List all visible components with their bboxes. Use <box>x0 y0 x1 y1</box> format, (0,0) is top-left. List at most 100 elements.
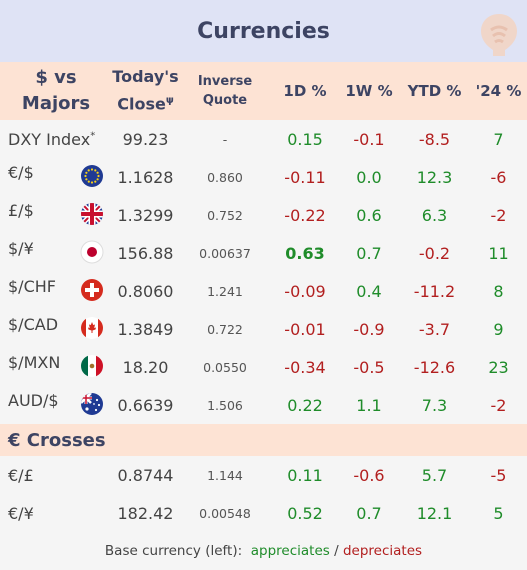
table-row: €/$ 1.1628 0.860 -0.11 0.0 12.3 -6 <box>0 158 527 196</box>
legend-appreciates: appreciates <box>250 543 330 559</box>
close-cell: 182.42 <box>117 503 174 523</box>
crosses-title: € Crosses <box>8 429 106 451</box>
legend-footer: Base currency (left): appreciates / depr… <box>104 543 423 559</box>
inverse-cell: 1.144 <box>207 467 243 483</box>
crosses-section-row: € Crosses <box>0 424 527 456</box>
inverse-cell: 0.860 <box>207 169 243 185</box>
change-2024-cell: 11 <box>488 243 509 263</box>
change-1w-cell: -0.6 <box>353 465 385 485</box>
change-1d-cell: 0.63 <box>285 243 325 263</box>
table-row: AUD/$ 0.6639 1.506 0.22 1.1 7.3 -2 <box>0 386 527 424</box>
pair-cell: $/CHF <box>0 272 112 310</box>
change-1w-cell: -0.9 <box>353 319 385 339</box>
change-1d-cell: -0.34 <box>284 357 326 377</box>
change-1w-cell: 0.6 <box>356 205 382 225</box>
change-ytd-cell: 7.3 <box>421 395 448 415</box>
change-1w-cell: -0.1 <box>353 129 385 149</box>
inverse-cell: 0.00548 <box>199 505 251 521</box>
header-close: Today's Closeψ <box>112 67 179 114</box>
change-1w-cell: 0.7 <box>356 243 382 263</box>
change-2024-cell: 23 <box>488 357 509 377</box>
change-ytd-cell: -11.2 <box>413 281 456 301</box>
australia-flag-icon <box>80 392 104 420</box>
inverse-cell: 1.241 <box>207 283 243 299</box>
change-1w-cell: 0.4 <box>356 281 382 301</box>
pair-cell: DXY Index* <box>8 129 96 149</box>
change-ytd-cell: -12.6 <box>413 357 456 377</box>
uk-flag-icon <box>80 202 104 230</box>
legend-depreciates: depreciates <box>342 543 423 559</box>
page-title: Currencies <box>197 18 330 44</box>
pair-cell: $/CAD <box>0 310 112 348</box>
change-1d-cell: 0.11 <box>287 465 323 485</box>
table-row: $/MXN 18.20 0.0550 -0.34 -0.5 -12.6 23 <box>0 348 527 386</box>
canada-flag-icon <box>80 316 104 344</box>
close-cell: 1.3299 <box>117 205 174 225</box>
change-2024-cell: 5 <box>493 503 504 523</box>
mexico-flag-icon <box>80 354 104 382</box>
eu-flag-icon <box>80 164 104 192</box>
table-row: €/£ 0.8744 1.144 0.11 -0.6 5.7 -5 <box>0 456 527 494</box>
header-ytd: YTD % <box>407 82 462 100</box>
header-inverse: Inverse Quote <box>197 74 253 108</box>
table-row: $/¥ 156.88 0.00637 0.63 0.7 -0.2 11 <box>0 234 527 272</box>
close-cell: 0.8744 <box>117 465 174 485</box>
change-1d-cell: 0.15 <box>287 129 323 149</box>
close-cell: 0.6639 <box>117 395 174 415</box>
header-pair: $ vs Majors <box>21 67 91 114</box>
change-1d-cell: 0.52 <box>287 503 323 523</box>
change-1d-cell: 0.22 <box>287 395 323 415</box>
change-ytd-cell: 12.3 <box>416 167 453 187</box>
pair-cell: €/$ <box>0 158 112 196</box>
logo-icon <box>481 14 517 56</box>
pair-cell: AUD/$ <box>0 386 112 424</box>
japan-flag-icon <box>80 240 104 268</box>
table-row: £/$ 1.3299 0.752 -0.22 0.6 6.3 -2 <box>0 196 527 234</box>
change-2024-cell: -6 <box>490 167 507 187</box>
currency-table: $ vs Majors Today's Closeψ Inverse Quote 1D… <box>0 62 527 532</box>
pair-cell: €/¥ <box>8 503 34 523</box>
change-2024-cell: -2 <box>490 395 507 415</box>
change-ytd-cell: 6.3 <box>421 205 448 225</box>
pair-cell: $/MXN <box>0 348 112 386</box>
close-cell: 1.3849 <box>117 319 174 339</box>
close-cell: 99.23 <box>122 129 169 149</box>
inverse-cell: 0.752 <box>207 207 243 223</box>
header-1d: 1D % <box>283 82 327 100</box>
change-1d-cell: -0.22 <box>284 205 326 225</box>
inverse-cell: 0.00637 <box>199 245 251 261</box>
change-2024-cell: -2 <box>490 205 507 225</box>
title-bar: Currencies <box>0 0 527 62</box>
change-2024-cell: 9 <box>493 319 504 339</box>
change-1w-cell: 1.1 <box>356 395 382 415</box>
change-ytd-cell: -3.7 <box>418 319 451 339</box>
change-1d-cell: -0.01 <box>284 319 326 339</box>
change-ytd-cell: -0.2 <box>418 243 451 263</box>
inverse-cell: - <box>222 131 228 147</box>
change-1d-cell: -0.11 <box>284 167 326 187</box>
change-ytd-cell: 5.7 <box>421 465 448 485</box>
close-cell: 1.1628 <box>117 167 174 187</box>
table-row: €/¥ 182.42 0.00548 0.52 0.7 12.1 5 <box>0 494 527 532</box>
pair-cell: $/¥ <box>0 234 112 272</box>
change-2024-cell: -5 <box>490 465 507 485</box>
switzerland-flag-icon <box>80 278 104 306</box>
close-cell: 18.20 <box>122 357 169 377</box>
table-row: $/CAD 1.3849 0.722 -0.01 -0.9 -3.7 9 <box>0 310 527 348</box>
header-1w: 1W % <box>345 82 393 100</box>
change-1w-cell: 0.0 <box>356 167 382 187</box>
inverse-cell: 1.506 <box>207 397 243 413</box>
inverse-cell: 0.0550 <box>203 359 247 375</box>
table-row: DXY Index* 99.23 - 0.15 -0.1 -8.5 7 <box>0 120 527 158</box>
pair-cell: €/£ <box>8 465 34 485</box>
inverse-cell: 0.722 <box>207 321 243 337</box>
change-1w-cell: 0.7 <box>356 503 382 523</box>
change-1w-cell: -0.5 <box>353 357 385 377</box>
change-2024-cell: 8 <box>493 281 504 301</box>
change-ytd-cell: 12.1 <box>416 503 453 523</box>
close-cell: 156.88 <box>117 243 174 263</box>
header-row: $ vs Majors Today's Closeψ Inverse Quote 1D… <box>0 62 527 120</box>
table-row: $/CHF 0.8060 1.241 -0.09 0.4 -11.2 8 <box>0 272 527 310</box>
close-cell: 0.8060 <box>117 281 174 301</box>
change-2024-cell: 7 <box>493 129 504 149</box>
